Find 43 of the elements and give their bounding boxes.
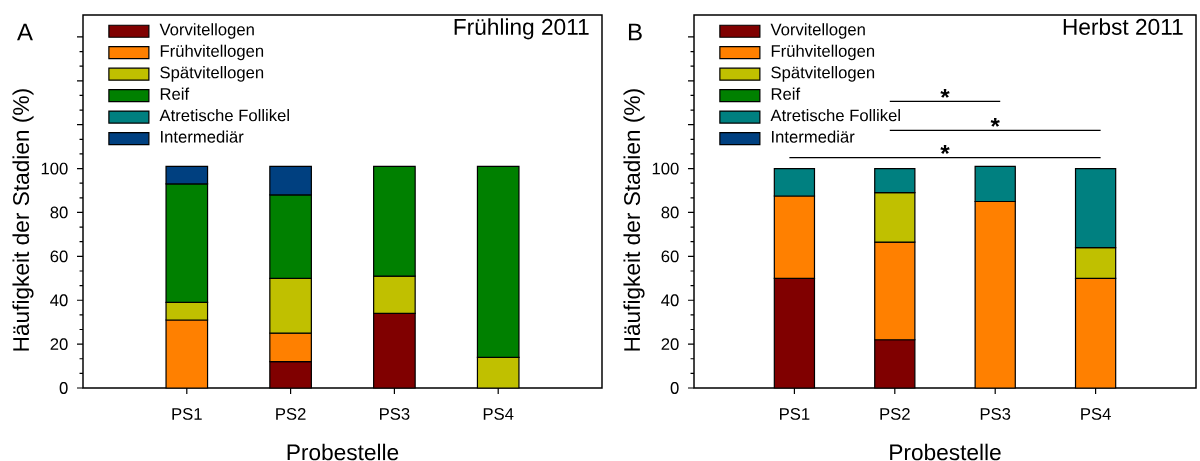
x-axis-title: Probestelle bbox=[287, 443, 399, 461]
x-tick-label: PS4 bbox=[1081, 408, 1111, 420]
legend-label: Atretische Follikel bbox=[159, 109, 289, 122]
legend-label: Frühvitellogen bbox=[160, 44, 264, 61]
legend-label: Atretische Follikel bbox=[770, 109, 900, 122]
chart-title: Herbst 2011 bbox=[1063, 18, 1183, 35]
y-tick-label: 0 bbox=[59, 382, 68, 394]
legend-label: Vorvitellogen bbox=[770, 23, 865, 39]
legend-label: Reif bbox=[160, 87, 190, 100]
text: A bbox=[17, 23, 33, 41]
legend-label: Intermediär bbox=[161, 130, 244, 143]
y-tick-label: 40 bbox=[50, 294, 68, 307]
y-tick-label: 100 bbox=[652, 162, 679, 175]
y-tick-label: 60 bbox=[50, 250, 68, 263]
chart-title: Frühling 2011 bbox=[454, 18, 589, 40]
text: B bbox=[628, 23, 642, 41]
x-tick-label: PS4 bbox=[483, 408, 514, 420]
x-tick-label: PS1 bbox=[780, 408, 810, 420]
y-axis-title: Häufigkeit der Stadien (%) bbox=[623, 89, 645, 351]
x-tick-label: PS2 bbox=[880, 408, 910, 420]
legend-label: Spätvitellogen bbox=[160, 66, 264, 82]
y-tick-label: 80 bbox=[50, 206, 68, 219]
y-tick-label: 20 bbox=[661, 338, 679, 351]
legend-label: Vorvitellogen bbox=[159, 23, 254, 39]
y-axis-title: Häufigkeit der Stadien (%) bbox=[12, 89, 34, 351]
x-tick-label: PS3 bbox=[980, 408, 1011, 420]
y-tick-label: 100 bbox=[41, 162, 68, 175]
annotation: * bbox=[990, 117, 1000, 127]
annotation: * bbox=[940, 88, 950, 98]
y-tick-label: 80 bbox=[661, 206, 679, 219]
x-tick-label: PS1 bbox=[172, 408, 202, 420]
annotation: * bbox=[940, 145, 950, 155]
x-axis-title: Probestelle bbox=[890, 443, 1001, 461]
legend-label: Reif bbox=[771, 87, 801, 100]
legend-label: Frühvitellogen bbox=[771, 44, 875, 61]
legend-label: Spätvitellogen bbox=[771, 66, 875, 82]
y-tick-label: 40 bbox=[661, 294, 679, 307]
y-tick-label: 0 bbox=[670, 382, 679, 394]
x-tick-label: PS2 bbox=[276, 408, 306, 420]
y-tick-label: 20 bbox=[50, 338, 68, 351]
y-tick-label: 60 bbox=[661, 250, 679, 263]
legend-label: Intermediär bbox=[772, 130, 855, 143]
x-tick-label: PS3 bbox=[380, 408, 410, 420]
